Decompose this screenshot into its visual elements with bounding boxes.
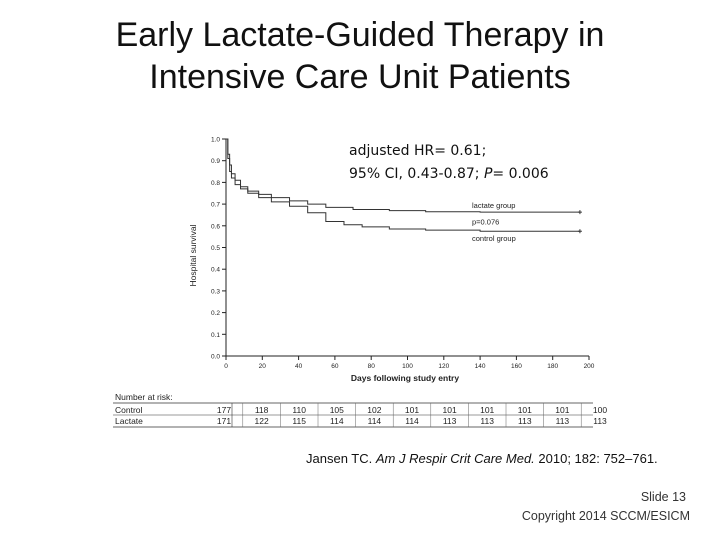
legend-p-value: p=0.076 — [472, 218, 499, 227]
risk-table-cell: 110 — [292, 405, 306, 415]
risk-table-header: Number at risk: — [115, 392, 173, 402]
y-tick-label: 0.6 — [211, 223, 220, 230]
x-axis-label: Days following study entry — [351, 373, 459, 383]
y-tick-label: 0.9 — [211, 158, 220, 165]
legend-control-group: control group — [472, 234, 516, 243]
risk-table-cell: 113 — [593, 416, 607, 426]
ci-text: 95% CI, 0.43-0.87; — [349, 166, 484, 182]
y-tick-label: 0.0 — [211, 354, 220, 361]
citation-details: 2010; 182: 752–761. — [534, 451, 658, 466]
slide-title-line-1: Early Lactate-Guided Therapy in — [115, 16, 605, 54]
legend-lactate-group: lactate group — [472, 201, 515, 210]
citation-author: Jansen TC. — [306, 451, 376, 466]
x-tick-label: 200 — [584, 363, 595, 370]
risk-table-cell: 114 — [330, 416, 344, 426]
y-tick-label: 0.7 — [211, 202, 220, 209]
risk-table-cell: 115 — [292, 416, 306, 426]
risk-table-cell: 101 — [405, 405, 419, 415]
y-tick-label: 0.8 — [211, 180, 220, 187]
series-line-control — [226, 138, 580, 232]
risk-row-label-lactate: Lactate — [115, 416, 143, 426]
series-line-lactate — [226, 138, 580, 213]
y-tick-label: 0.3 — [211, 288, 220, 295]
risk-table-cell: 114 — [405, 416, 419, 426]
copyright-notice: Copyright 2014 SCCM/ESICM — [521, 509, 690, 523]
risk-table-cell: 118 — [255, 405, 269, 415]
x-tick-label: 100 — [402, 363, 413, 370]
risk-table-cell: 122 — [255, 416, 269, 426]
series-group — [226, 138, 582, 234]
x-tick-label: 20 — [259, 363, 267, 370]
y-tick-label: 1.0 — [211, 137, 220, 144]
y-tick-label: 0.4 — [211, 267, 220, 274]
x-tick-label: 40 — [295, 363, 303, 370]
slide-title-line-2: Intensive Care Unit Patients — [149, 58, 571, 96]
risk-table-cell: 100 — [593, 405, 607, 415]
risk-table-cell: 177 — [217, 405, 231, 415]
x-tick-label: 180 — [547, 363, 558, 370]
slide-number: Slide 13 — [640, 490, 686, 504]
risk-table-cell: 113 — [556, 416, 570, 426]
risk-table-cell: 101 — [555, 405, 569, 415]
risk-table-cell: 114 — [368, 416, 382, 426]
x-tick-group: 0 20 40 60 80 100 120 140 160 180 200 — [224, 356, 595, 370]
citation: Jansen TC. Am J Respir Crit Care Med. 20… — [306, 451, 658, 466]
x-tick-label: 120 — [438, 363, 449, 370]
x-tick-label: 60 — [331, 363, 339, 370]
risk-table-cell: 102 — [367, 405, 381, 415]
p-value-text: = 0.006 — [492, 166, 549, 182]
confidence-interval-line: 95% CI, 0.43-0.87; P= 0.006 — [349, 163, 549, 186]
x-tick-label: 140 — [475, 363, 486, 370]
citation-journal: Am J Respir Crit Care Med. — [375, 451, 535, 466]
y-tick-group: 0.0 0.1 0.2 0.3 0.4 0.5 0.6 0.7 0.8 0.9 1.0 — [211, 137, 226, 361]
risk-table-cell: 105 — [330, 405, 344, 415]
number-at-risk-table: Number at risk: Control 177 118 110 105 102 101… — [113, 392, 607, 428]
y-tick-label: 0.2 — [211, 310, 220, 317]
slide-title: Early Lactate-Guided Therapy in Intensiv… — [0, 14, 720, 98]
p-symbol: P — [483, 166, 493, 182]
hazard-ratio-line: adjusted HR= 0.61; — [349, 143, 487, 159]
risk-table-cell: 113 — [480, 416, 494, 426]
y-axis-label: Hospital survival — [188, 224, 198, 286]
y-tick-label: 0.1 — [211, 332, 220, 339]
risk-table-cell: 101 — [443, 405, 457, 415]
risk-table-cell: 113 — [518, 416, 532, 426]
x-tick-label: 160 — [511, 363, 522, 370]
y-tick-label: 0.5 — [211, 245, 220, 252]
risk-table-cell: 101 — [518, 405, 532, 415]
risk-table-cell: 171 — [217, 416, 231, 426]
hazard-ratio-annotation: adjusted HR= 0.61; 95% CI, 0.43-0.87; P=… — [349, 140, 549, 186]
risk-table-cell: 113 — [443, 416, 457, 426]
risk-row-label-control: Control — [115, 405, 143, 415]
x-tick-label: 80 — [368, 363, 376, 370]
risk-table-cell: 101 — [480, 405, 494, 415]
x-tick-label: 0 — [224, 363, 228, 370]
